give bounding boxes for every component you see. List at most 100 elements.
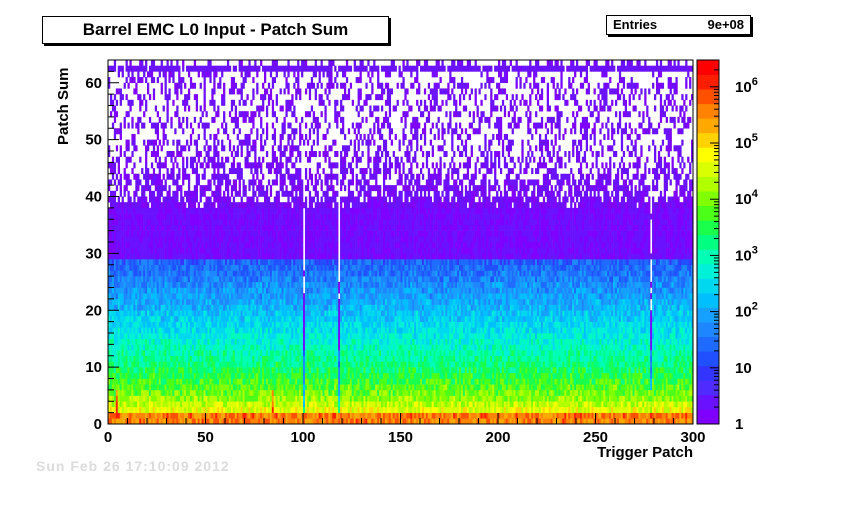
heatmap-cell: [232, 378, 236, 385]
heatmap-cell: [246, 213, 249, 220]
heatmap-cell: [135, 293, 138, 300]
heatmap-cell: [176, 264, 179, 271]
heatmap-cell: [285, 406, 288, 413]
heatmap-cell: [244, 378, 247, 385]
heatmap-cell: [258, 230, 261, 237]
heatmap-cell: [213, 304, 216, 311]
heatmap-cell: [293, 253, 296, 260]
heatmap-cell: [156, 321, 159, 328]
heatmap-cell: [242, 293, 245, 300]
heatmap-cell: [293, 333, 296, 339]
heatmap-cell: [244, 310, 247, 317]
heatmap-cell: [119, 344, 122, 351]
heatmap-cell: [219, 304, 222, 311]
heatmap-cell: [119, 412, 122, 419]
heatmap-cell: [205, 333, 208, 339]
heatmap-cell: [182, 156, 185, 163]
heatmap-cell: [148, 247, 152, 254]
heatmap-cell: [150, 202, 154, 209]
heatmap-cell: [117, 344, 120, 351]
heatmap-cell: [242, 82, 245, 89]
heatmap-cell: [176, 105, 179, 112]
heatmap-cell: [248, 406, 251, 413]
heatmap-cell: [195, 418, 198, 425]
heatmap-cell: [246, 333, 249, 339]
heatmap-cell: [269, 315, 273, 322]
heatmap-cell: [279, 384, 282, 391]
heatmap-cell: [195, 378, 198, 385]
heatmap-cell: [189, 333, 193, 339]
heatmap-cell: [232, 333, 236, 339]
heatmap-cell: [240, 287, 243, 294]
heatmap-cell: [176, 406, 179, 413]
heatmap-cell: [141, 276, 144, 283]
heatmap-cell: [248, 327, 251, 334]
heatmap-cell: [152, 77, 156, 84]
heatmap-cell: [236, 168, 239, 175]
heatmap-cell: [182, 264, 185, 271]
heatmap-cell: [172, 304, 175, 311]
heatmap-cell: [178, 384, 181, 391]
heatmap-cell: [164, 242, 167, 248]
heatmap-cell: [262, 412, 265, 419]
heatmap-cell: [143, 71, 146, 78]
heatmap-cell: [223, 247, 226, 254]
heatmap-cell: [260, 236, 263, 243]
heatmap-cell: [184, 224, 187, 231]
heatmap-cell: [127, 145, 130, 152]
heatmap-cell: [228, 333, 232, 339]
heatmap-cell: [283, 281, 286, 288]
heatmap-cell: [281, 406, 284, 413]
heatmap-cell: [199, 230, 202, 237]
heatmap-cell: [260, 116, 263, 123]
heatmap-cell: [186, 406, 189, 413]
heatmap-cell: [283, 406, 286, 413]
heatmap-cell: [295, 389, 298, 396]
heatmap-cell: [277, 384, 280, 391]
heatmap-cell: [238, 264, 241, 271]
heatmap-cell: [129, 281, 132, 288]
heatmap-cell: [131, 344, 134, 351]
heatmap-cell: [148, 213, 152, 220]
heatmap-cell: [228, 361, 232, 368]
heatmap-cell: [277, 259, 280, 266]
heatmap-cell: [289, 122, 292, 129]
heatmap-cell: [148, 173, 152, 180]
heatmap-cell: [219, 367, 222, 374]
heatmap-cell: [205, 270, 208, 277]
heatmap-cell: [277, 264, 280, 271]
heatmap-cell: [203, 281, 206, 288]
heatmap-cell: [147, 327, 150, 334]
heatmap-cell: [279, 287, 282, 294]
heatmap-cell: [297, 378, 300, 385]
heatmap-cell: [123, 236, 126, 243]
heatmap-cell: [246, 111, 249, 118]
heatmap-cell: [225, 196, 228, 203]
heatmap-cell: [152, 179, 156, 186]
heatmap-cell: [137, 287, 140, 294]
heatmap-cell: [217, 281, 220, 288]
heatmap-cell: [297, 304, 300, 311]
heatmap-cell: [295, 230, 298, 237]
heatmap-cell: [143, 367, 146, 374]
heatmap-cell: [178, 270, 181, 277]
heatmap-cell: [293, 287, 296, 294]
heatmap-cell: [184, 145, 187, 152]
heatmap-cell: [178, 298, 181, 305]
heatmap-cell: [125, 270, 128, 277]
heatmap-cell: [293, 185, 296, 192]
heatmap-cell: [238, 321, 241, 328]
heatmap-cell: [228, 270, 232, 277]
heatmap-cell: [203, 321, 206, 328]
heatmap-cell: [125, 219, 128, 226]
heatmap-cell: [246, 287, 249, 294]
heatmap-cell: [180, 82, 183, 89]
heatmap-cell: [256, 406, 259, 413]
heatmap-cell: [228, 401, 232, 408]
heatmap-cell: [223, 344, 226, 351]
heatmap-cell: [228, 230, 232, 237]
heatmap-cell: [147, 395, 150, 402]
heatmap-cell: [127, 196, 130, 203]
heatmap-cell: [287, 224, 290, 231]
heatmap-cell: [225, 333, 228, 339]
